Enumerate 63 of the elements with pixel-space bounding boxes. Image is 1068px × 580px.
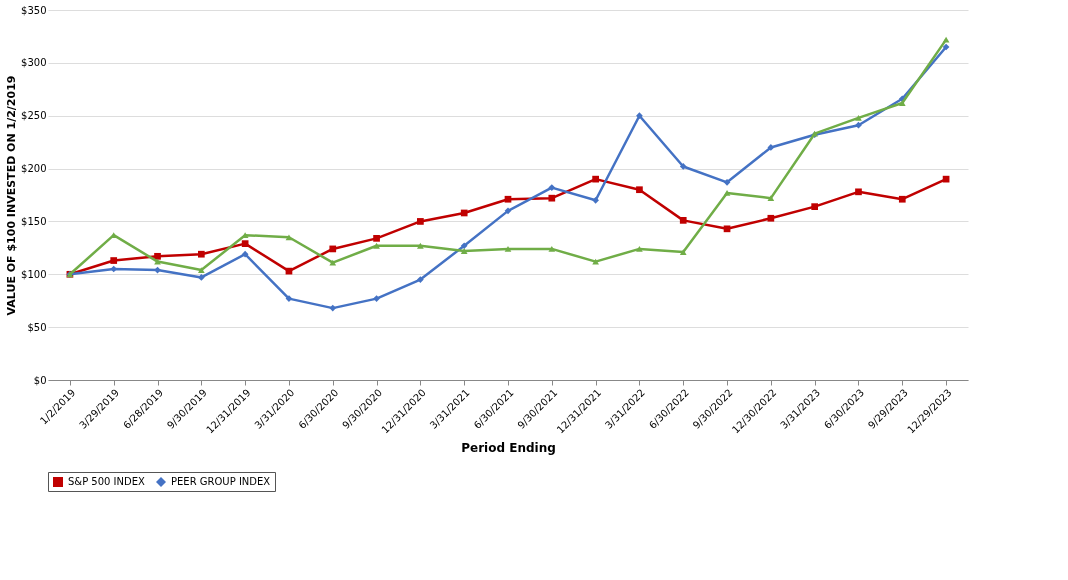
point [548, 184, 556, 191]
point [898, 195, 906, 203]
point [855, 121, 862, 129]
point [898, 100, 906, 106]
point [197, 250, 205, 258]
point [329, 245, 337, 253]
point [767, 195, 775, 202]
point [767, 214, 775, 222]
point [679, 163, 687, 170]
point [417, 276, 424, 283]
point [460, 242, 468, 250]
y-tick-label: $150 [21, 215, 47, 227]
point [460, 248, 468, 254]
point [110, 257, 118, 264]
point [197, 274, 205, 281]
point [548, 194, 556, 202]
y-tick-label: $0 [33, 374, 47, 386]
point [723, 189, 731, 196]
point [942, 43, 950, 51]
point [723, 178, 731, 186]
point [723, 225, 731, 233]
y-tick-label: $250 [21, 110, 47, 122]
point [636, 246, 643, 252]
point [241, 250, 249, 258]
x-axis-title: Period Ending [461, 441, 556, 456]
legend-label: PEER GROUP INDEX [171, 476, 271, 487]
point [504, 195, 512, 203]
point [855, 114, 862, 121]
y-tick-label: $100 [21, 268, 47, 280]
point [373, 295, 380, 302]
point [636, 186, 643, 194]
point [767, 144, 775, 151]
y-axis-title: VALUE OF $100 INVESTED ON 1/2/2019 [5, 75, 19, 316]
point [373, 242, 380, 249]
point [154, 252, 161, 260]
point [548, 246, 556, 252]
point [285, 295, 293, 302]
point [460, 209, 468, 217]
point [417, 218, 424, 225]
point [592, 175, 599, 183]
point [679, 249, 687, 255]
y-tick-label: $300 [21, 57, 47, 69]
point [373, 234, 380, 242]
legend-label: S&P 500 INDEX [68, 476, 146, 487]
point [154, 258, 161, 265]
point [504, 246, 512, 252]
y-tick-label: $200 [21, 163, 47, 175]
y-tick-label: $50 [27, 321, 47, 333]
point [504, 207, 512, 215]
point [197, 267, 205, 273]
point [679, 217, 687, 224]
point [285, 234, 293, 241]
point [592, 196, 599, 204]
point [855, 188, 862, 196]
point [241, 240, 249, 247]
y-tick-label: $350 [21, 4, 47, 16]
point [636, 112, 643, 120]
point [942, 36, 950, 43]
point [811, 203, 819, 210]
point [329, 304, 337, 312]
point [592, 258, 599, 265]
point [329, 259, 337, 266]
point [417, 242, 424, 249]
